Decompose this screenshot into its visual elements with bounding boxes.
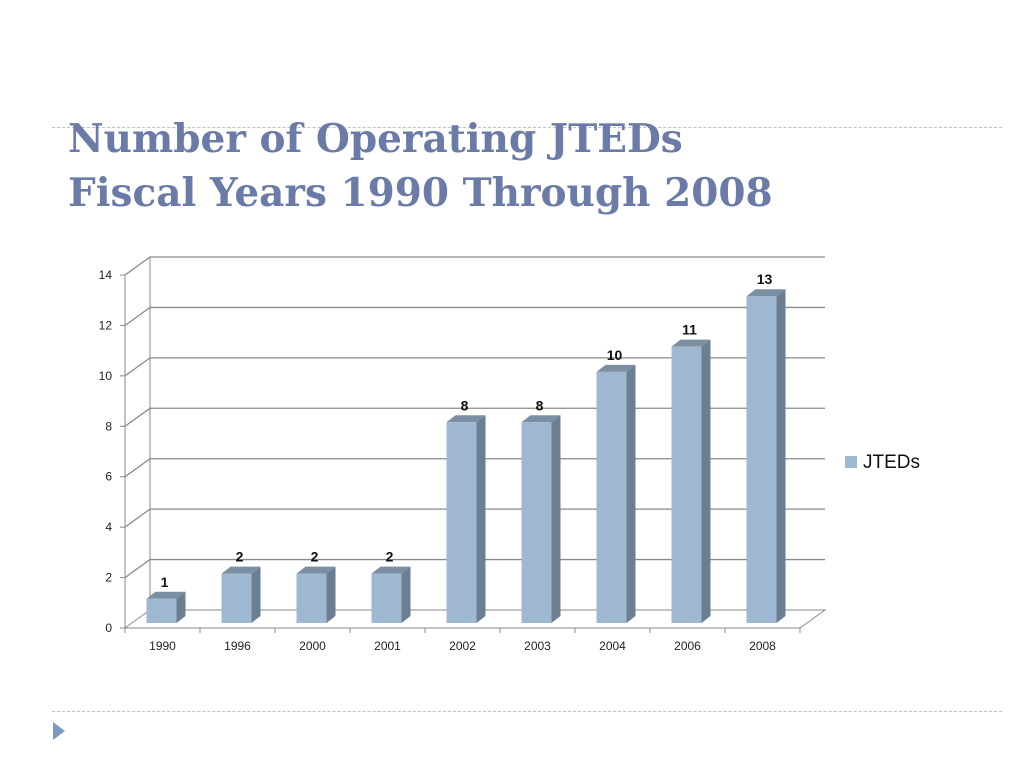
bar-side <box>551 415 561 623</box>
data-label: 11 <box>682 322 697 338</box>
bar <box>521 415 561 623</box>
y-tick-label: 4 <box>105 520 112 534</box>
data-label: 2 <box>311 549 319 565</box>
x-tick-label: 2003 <box>524 639 551 653</box>
x-tick-label: 2001 <box>374 639 401 653</box>
bar-top <box>671 339 711 347</box>
legend-label: JTEDs <box>863 452 920 473</box>
bar-top <box>221 566 261 574</box>
gridline <box>124 306 825 326</box>
x-tick-label: 2002 <box>449 639 476 653</box>
bar-side <box>401 566 411 623</box>
bar-side <box>626 364 636 623</box>
data-label: 1 <box>161 574 169 590</box>
x-tick-label: 2006 <box>674 639 701 653</box>
x-tick-label: 2000 <box>299 639 326 653</box>
bar-top <box>146 591 186 599</box>
y-tick-label: 6 <box>105 470 112 484</box>
top-divider <box>52 127 1002 128</box>
x-tick-label: 1990 <box>149 639 176 653</box>
bar-front <box>296 573 327 623</box>
bar <box>671 339 711 623</box>
data-labels: 1 2 2 2 8 8 10 11 13 <box>161 271 773 590</box>
bar-front <box>596 371 627 623</box>
data-label: 13 <box>757 271 773 287</box>
bar-front <box>446 422 477 623</box>
bars <box>146 289 786 623</box>
bar-side <box>251 566 261 623</box>
bar-top <box>296 566 336 574</box>
bar-side <box>326 566 336 623</box>
data-label: 2 <box>386 549 394 565</box>
bar-side <box>476 415 486 623</box>
bar <box>371 566 411 623</box>
bar-front <box>671 346 702 623</box>
bar-top <box>596 364 636 372</box>
bar-front <box>146 598 177 623</box>
legend: JTEDs <box>845 452 920 473</box>
bar-side <box>776 289 786 623</box>
title-line-2: Fiscal Years 1990 Through 2008 <box>68 170 773 216</box>
y-tick-label: 0 <box>105 621 112 635</box>
y-tick-label: 2 <box>105 571 112 585</box>
x-tick-label: 2008 <box>749 639 776 653</box>
data-label: 8 <box>461 397 469 413</box>
bar <box>221 566 261 623</box>
y-tick-label: 10 <box>99 369 113 383</box>
bottom-divider <box>52 711 1002 712</box>
bar-top <box>446 415 486 423</box>
y-axis: 0 2 4 6 8 10 12 14 <box>99 268 126 635</box>
y-tick-label: 8 <box>105 419 112 433</box>
gridline <box>124 357 825 377</box>
bar-top <box>371 566 411 574</box>
data-label: 2 <box>236 549 244 565</box>
gridline <box>124 256 825 276</box>
bar-front <box>746 296 777 623</box>
x-axis: 1990 1996 2000 2001 2002 2003 2004 2006 2008 <box>124 628 801 653</box>
bar <box>296 566 336 623</box>
x-tick-label: 2004 <box>599 639 626 653</box>
x-tick-label: 1996 <box>224 639 251 653</box>
data-label: 8 <box>536 397 544 413</box>
bar <box>746 289 786 623</box>
y-tick-label: 12 <box>99 318 113 332</box>
title-line-1: Number of Operating JTEDs <box>68 116 683 162</box>
bar-front <box>521 422 552 623</box>
data-label: 10 <box>607 347 623 363</box>
slide-title: Number of Operating JTEDs Fiscal Years 1… <box>68 112 968 220</box>
bar <box>146 591 186 623</box>
bullet-arrow-icon <box>53 722 65 740</box>
bar <box>446 415 486 623</box>
bar-top <box>521 415 561 423</box>
bar-side <box>701 339 711 623</box>
bar-top <box>746 289 786 297</box>
bar-side <box>176 591 186 623</box>
legend-swatch <box>845 456 857 468</box>
bar-front <box>371 573 402 623</box>
bar-front <box>221 573 252 623</box>
bar <box>596 364 636 623</box>
y-tick-label: 14 <box>99 268 113 282</box>
